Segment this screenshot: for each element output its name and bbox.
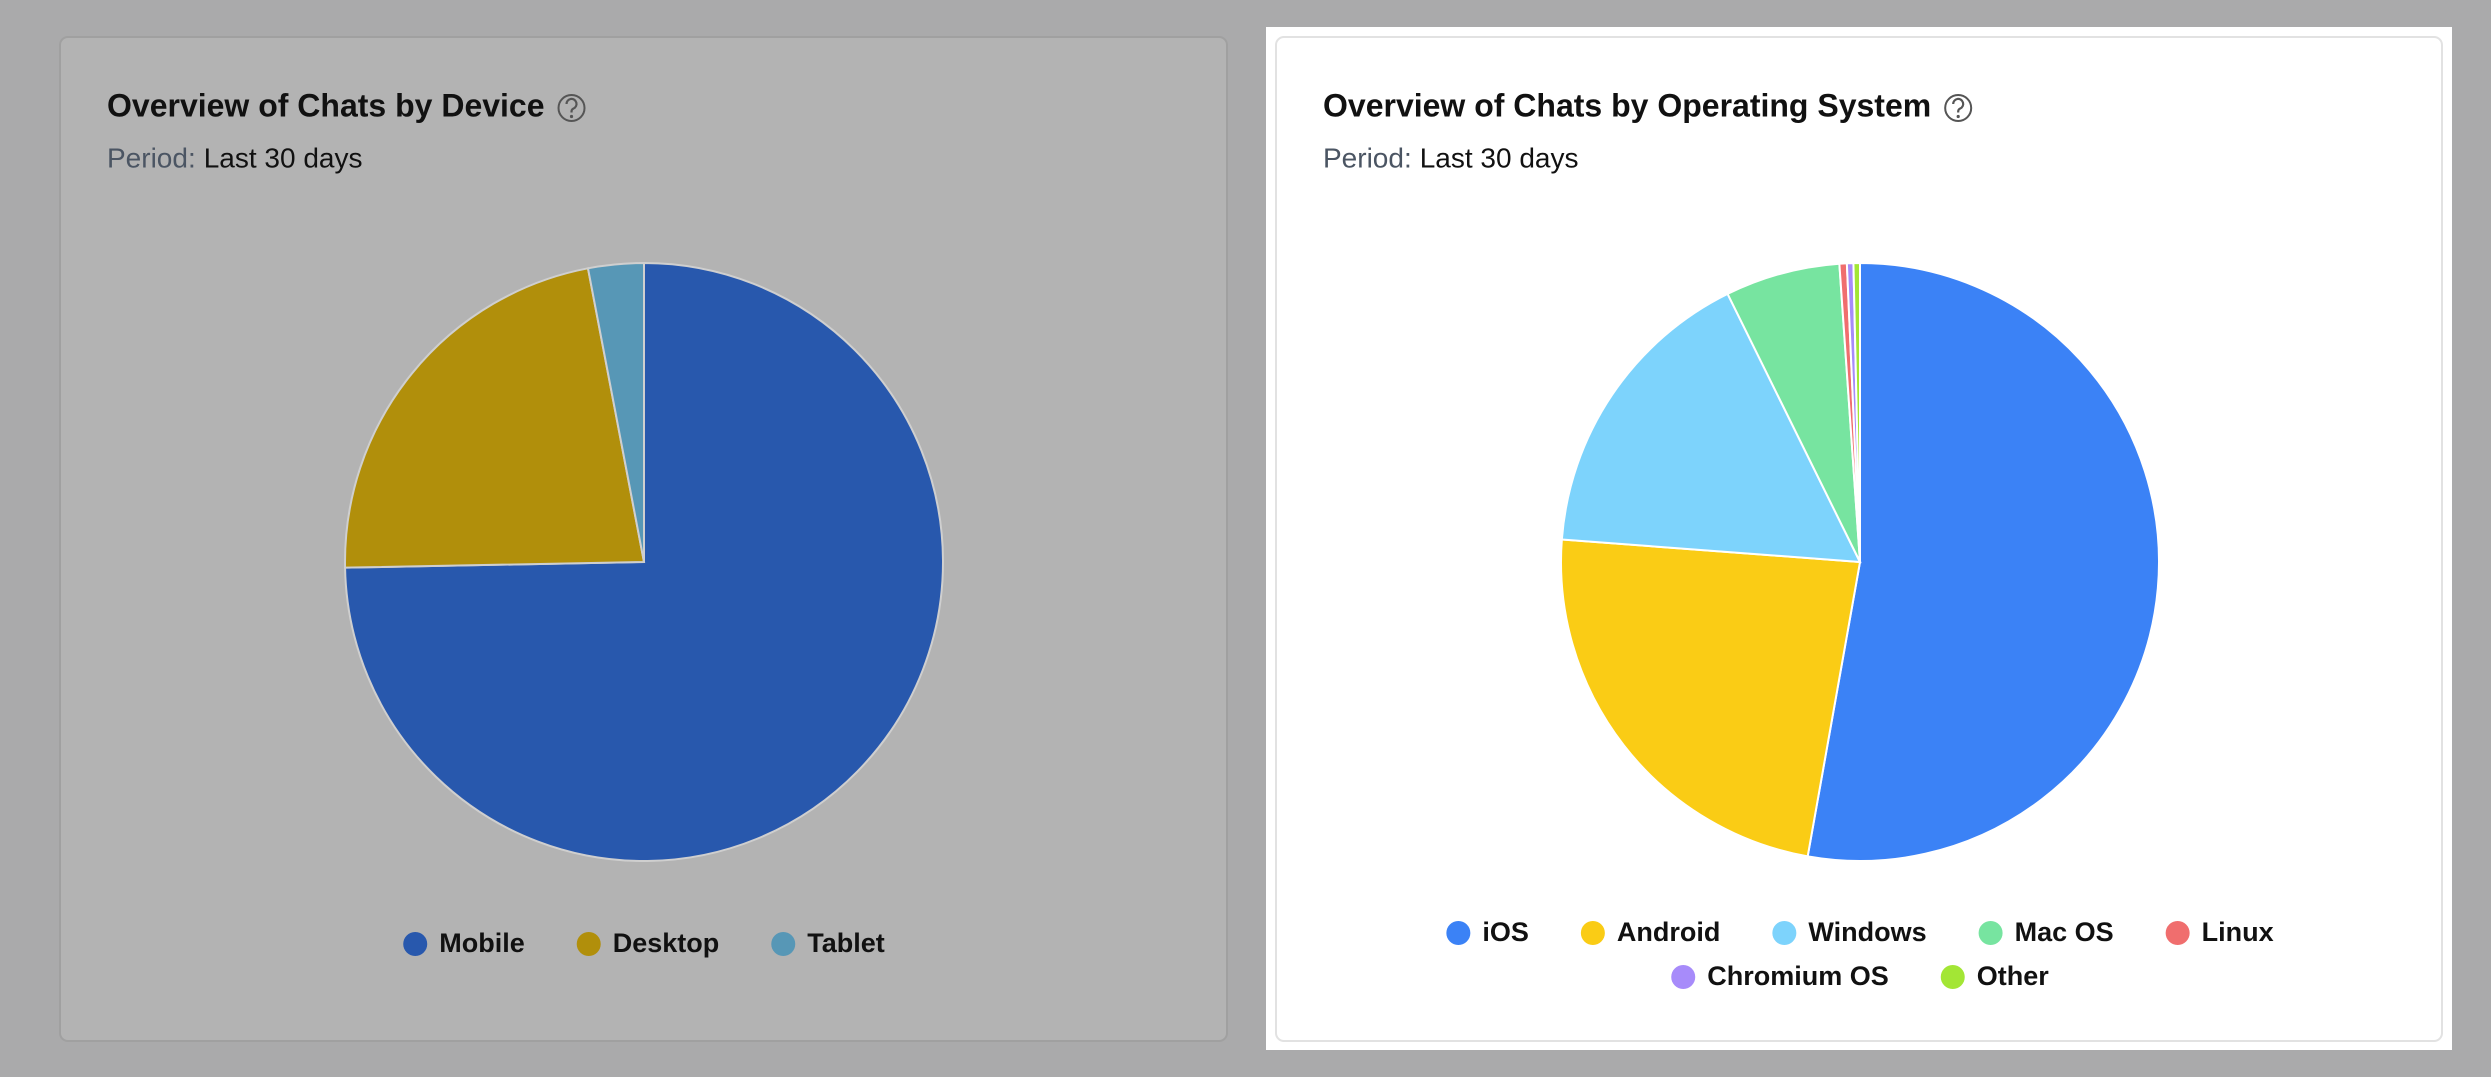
legend-marker [576, 932, 601, 956]
legend-marker [1580, 921, 1605, 945]
pie-slice [344, 267, 646, 569]
legend-marker [771, 932, 796, 956]
period-value: Last 30 days [204, 142, 363, 173]
pie-slice [1560, 538, 1862, 858]
legend-label: iOS [1482, 917, 1529, 947]
legend-label: Windows [1808, 917, 1926, 947]
pie-slice [1726, 262, 1861, 563]
legend-marker [1978, 921, 2003, 945]
pie-slice [1560, 292, 1862, 564]
help-icon-glyph [565, 97, 578, 113]
period-label: Period: [1323, 142, 1412, 173]
legend-marker [403, 932, 428, 956]
period-value: Last 30 days [1420, 142, 1579, 173]
legend-label: Chromium OS [1707, 961, 1889, 991]
legend-marker [1772, 921, 1797, 945]
help-icon [557, 94, 586, 122]
pie-slice [1806, 261, 2160, 862]
legend-marker [2165, 921, 2190, 945]
period-label: Period: [107, 142, 196, 173]
help-icon-dot [1956, 114, 1960, 119]
pie-slice [1852, 261, 1861, 563]
chart-title: Overview of Chats by Device [107, 87, 545, 123]
legend-label: Other [1977, 961, 2050, 991]
help-icon [1944, 94, 1973, 122]
legend-label: Tablet [807, 928, 885, 958]
chart-title: Overview of Chats by Operating System [1323, 87, 1931, 123]
help-icon-glyph [1952, 97, 1965, 113]
legend-label: Desktop [613, 928, 720, 958]
legend-label: Mobile [439, 928, 525, 958]
legend-marker [1671, 965, 1696, 989]
help-icon-dot [569, 114, 574, 119]
legend-label: Mac OS [2015, 917, 2114, 947]
legend-marker [1940, 965, 1965, 989]
legend-label: Linux [2202, 917, 2274, 947]
pie-slice [586, 261, 645, 563]
legend-marker [1446, 921, 1471, 945]
legend-label: Android [1617, 917, 1720, 947]
